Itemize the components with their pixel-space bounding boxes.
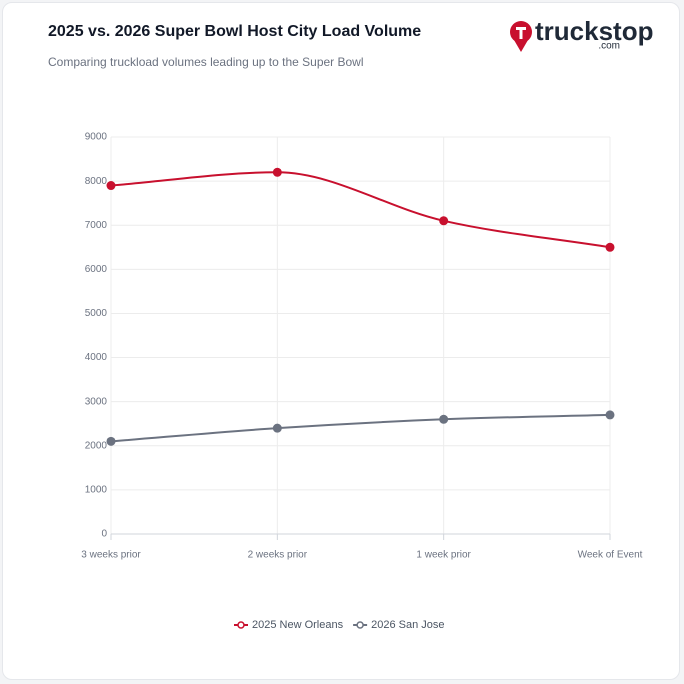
y-tick-label: 8000	[85, 176, 108, 187]
logo-icon-pin	[514, 40, 528, 52]
data-point	[605, 410, 615, 420]
y-tick-label: 6000	[85, 264, 108, 275]
y-tick-label: 9000	[85, 132, 108, 143]
data-point	[272, 167, 282, 177]
x-tick-label: 1 week prior	[416, 550, 471, 561]
data-point	[106, 436, 116, 446]
x-tick-label: Week of Event	[578, 550, 643, 561]
data-point	[605, 242, 615, 252]
logo-text: truckstop	[535, 16, 653, 46]
legend-label: 2026 San Jose	[371, 619, 444, 631]
y-tick-label: 4000	[85, 352, 108, 363]
data-point	[439, 216, 449, 226]
y-tick-label: 5000	[85, 308, 108, 319]
y-tick-label: 2000	[85, 440, 108, 451]
legend-marker	[356, 621, 364, 629]
series-line	[110, 171, 611, 249]
data-point	[439, 414, 449, 424]
chart-title: 2025 vs. 2026 Super Bowl Host City Load …	[48, 23, 421, 40]
data-point	[272, 423, 282, 433]
data-point	[106, 181, 116, 191]
legend-label: 2025 New Orleans	[252, 619, 344, 631]
y-tick-label: 0	[101, 529, 107, 540]
x-tick-label: 2 weeks prior	[248, 550, 308, 561]
logo-icon-mark	[516, 27, 526, 30]
y-tick-label: 1000	[85, 485, 108, 496]
chart-subtitle: Comparing truckload volumes leading up t…	[48, 55, 364, 69]
y-tick-label: 7000	[85, 220, 108, 231]
logo-suffix: .com	[598, 41, 620, 52]
legend-marker	[237, 621, 245, 629]
y-tick-label: 3000	[85, 396, 108, 407]
x-tick-label: 3 weeks prior	[81, 550, 141, 561]
logo-icon-mark	[519, 30, 523, 39]
logo: truckstop .com	[510, 16, 653, 52]
series-line	[110, 413, 611, 443]
legend: 2025 New Orleans 2026 San Jose	[234, 619, 445, 631]
